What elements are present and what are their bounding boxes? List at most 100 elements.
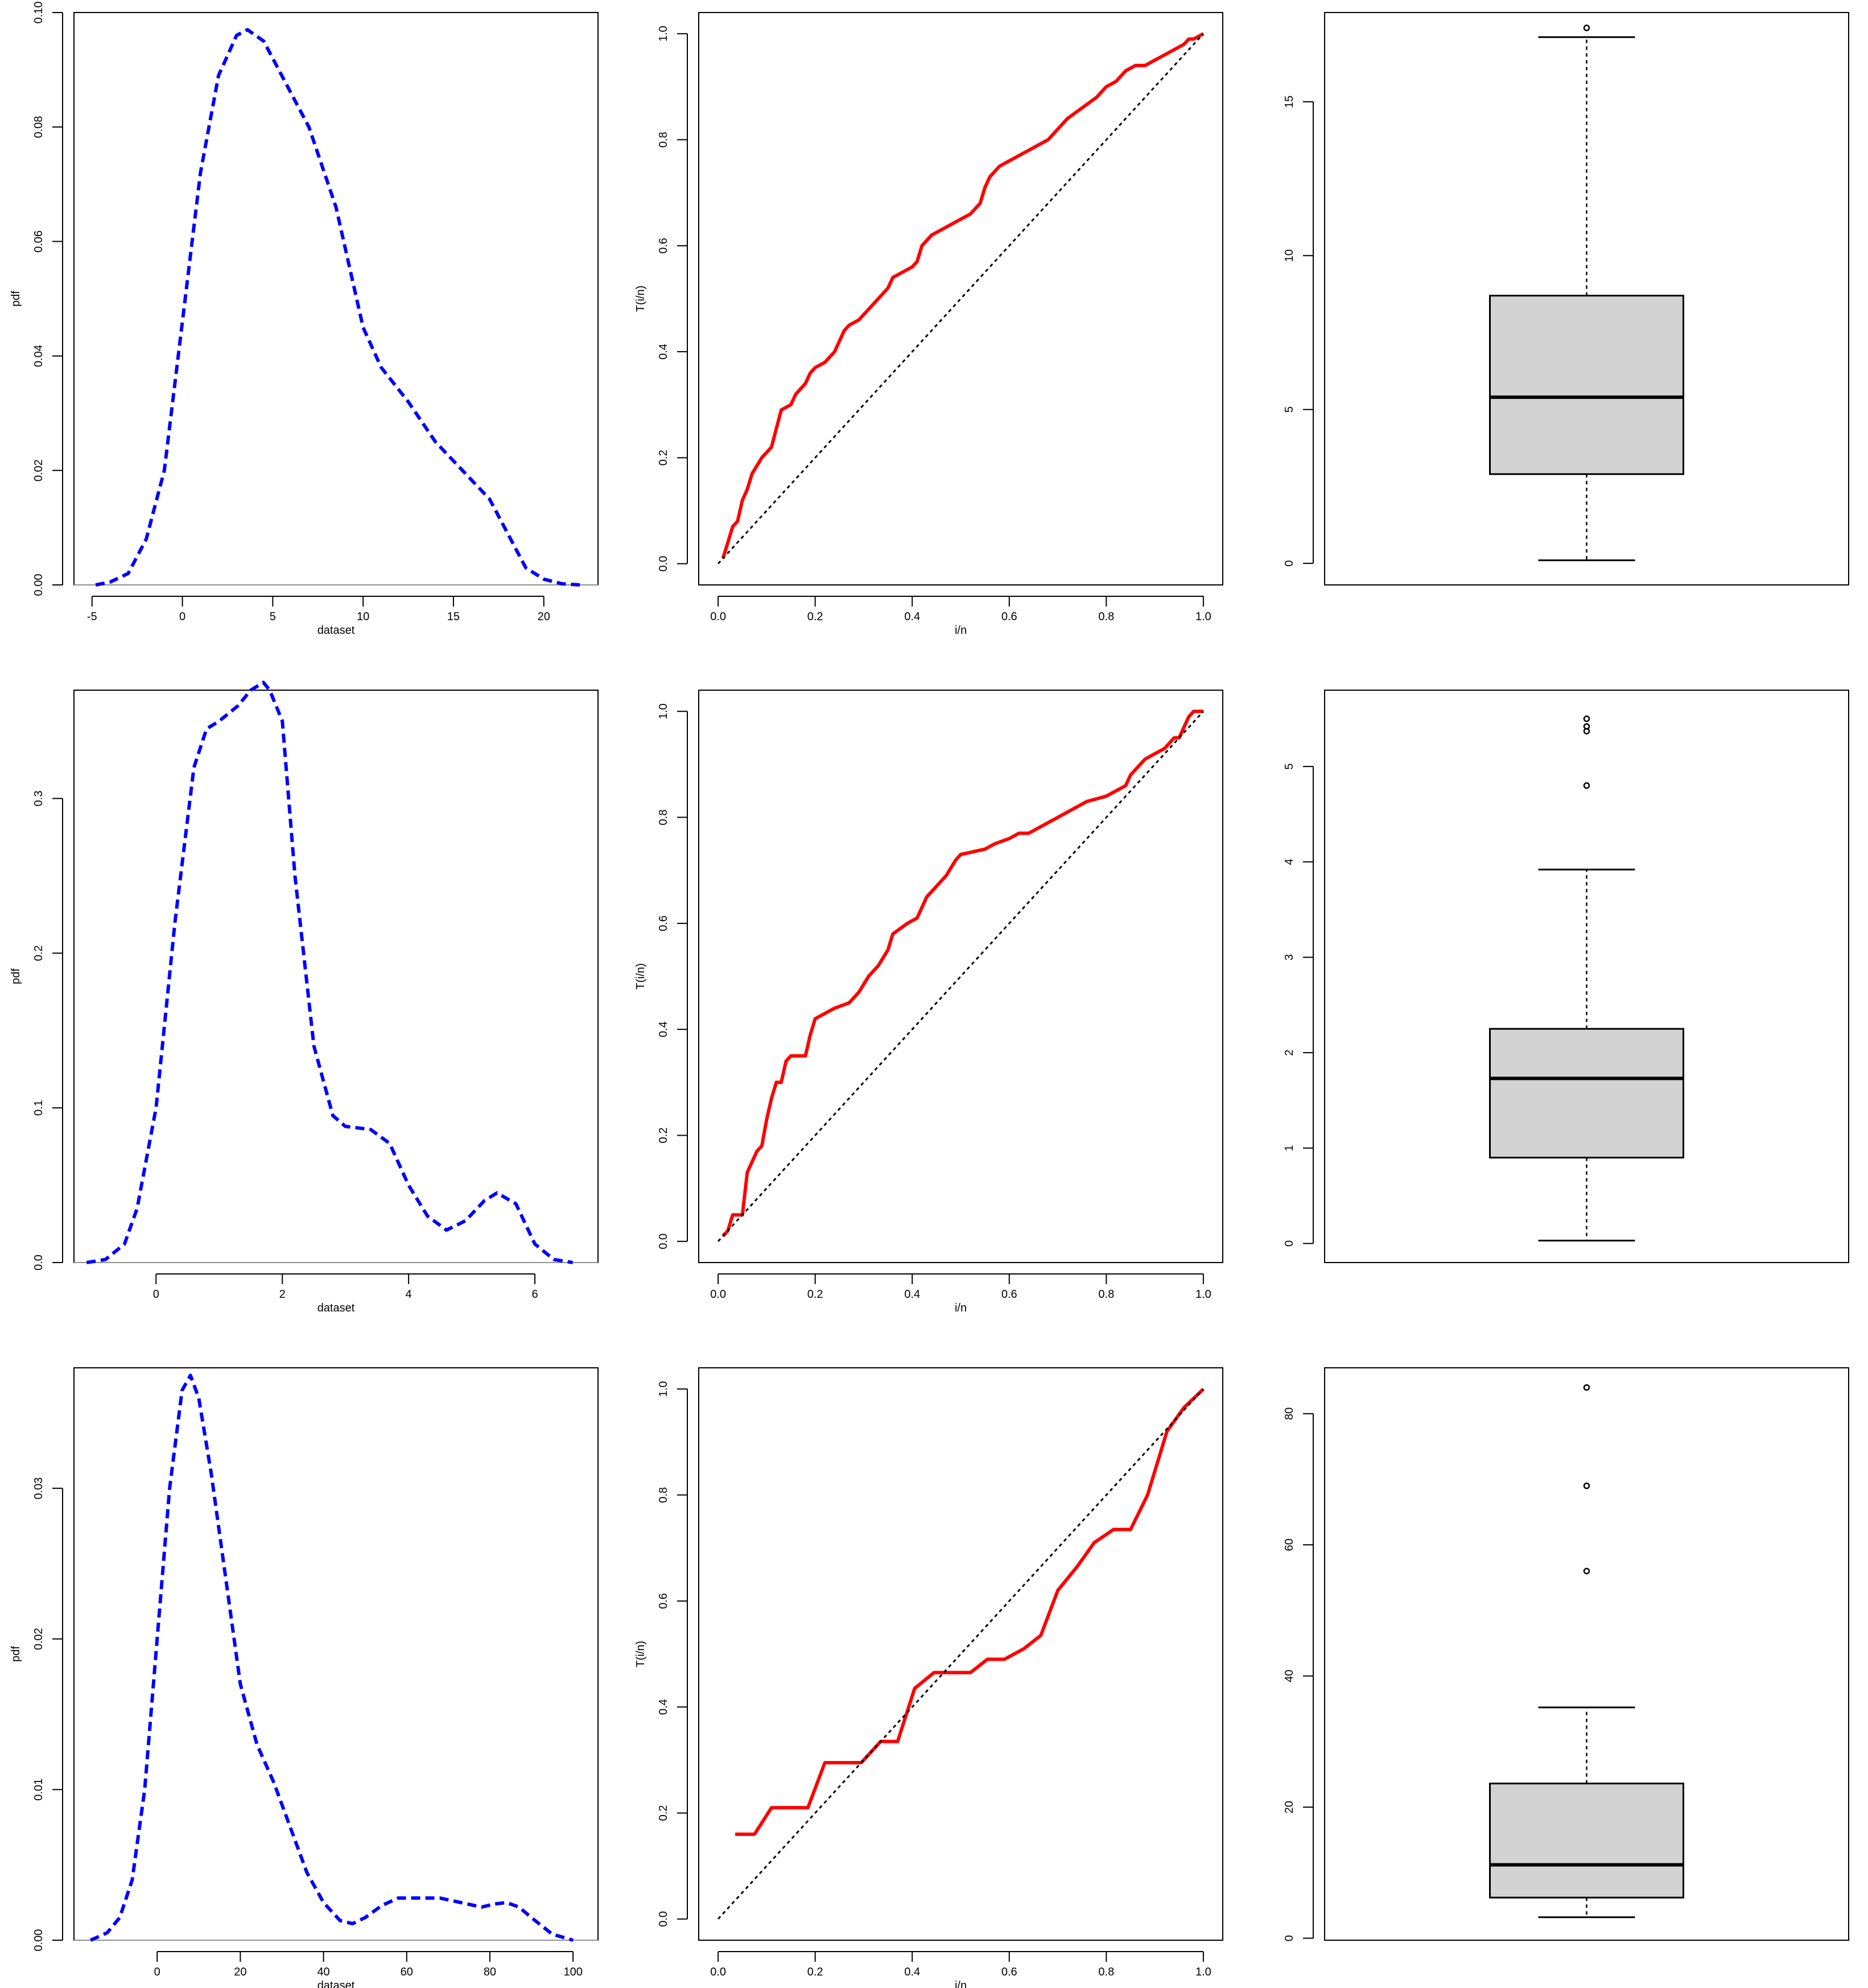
plot-frame	[1324, 12, 1849, 585]
x-tick-label: 15	[447, 611, 460, 623]
x-tick-label: 60	[401, 1966, 413, 1978]
outlier-point	[1583, 782, 1590, 789]
x-tick-label: -5	[87, 611, 97, 623]
plot-frame	[698, 12, 1223, 585]
diagonal-reference-line	[717, 1388, 1205, 1920]
y-tick-label: 1	[1283, 1145, 1296, 1151]
plot-5: 0.0 0.2 0.4 0.6 0.8 1.0 T(i/n) 0.0 0.2 0.4 0.6 0.8 1…	[634, 690, 1223, 1314]
density-curve	[95, 28, 580, 587]
y-tick-label: 0.0	[657, 1911, 670, 1927]
box-iqr	[1489, 1783, 1684, 1899]
y-tick-label: 15	[1283, 96, 1296, 108]
y-tick-label: 0.03	[32, 1477, 45, 1499]
x-tick-label: 1.0	[1195, 611, 1211, 623]
x-tick-label: 0.2	[807, 611, 823, 623]
x-tick-label: 0.4	[904, 1288, 920, 1301]
x-tick-label: 0.8	[1098, 611, 1114, 623]
box-iqr	[1489, 1028, 1684, 1159]
x-tick-label: 5	[270, 611, 276, 623]
x-axis-label: i/n	[955, 1979, 967, 1988]
y-tick-label: 0	[1283, 1935, 1296, 1941]
y-tick-label: 0	[1283, 1240, 1296, 1247]
y-tick-label: 0.08	[32, 116, 45, 138]
ttt-curve	[735, 1388, 1205, 1836]
density-curve	[86, 680, 574, 1264]
plot-frame	[1324, 690, 1849, 1263]
y-tick-label: 1.0	[657, 1381, 670, 1397]
y-tick-label: 60	[1283, 1539, 1296, 1551]
y-tick-label: 1.0	[657, 703, 670, 719]
y-tick-label: 0.2	[657, 450, 670, 466]
y-tick-label: 0.2	[32, 945, 45, 961]
x-tick-label: 100	[563, 1966, 582, 1978]
plot-frame	[73, 12, 599, 585]
x-tick-label: 6	[531, 1288, 538, 1301]
y-tick-label: 0.4	[657, 344, 670, 360]
x-tick-label: 1.0	[1195, 1966, 1211, 1978]
ttt-curve	[721, 710, 1203, 1238]
y-tick-label: 0.6	[657, 238, 670, 254]
y-tick-label: 0.4	[657, 1021, 670, 1037]
y-tick-label: 5	[1283, 406, 1296, 413]
y-tick-label: 10	[1283, 249, 1296, 262]
x-tick-label: 0.0	[710, 611, 726, 623]
x-tick-label: 0.4	[904, 611, 920, 623]
x-tick-label: 0	[154, 1966, 160, 1978]
y-tick-label: 2	[1283, 1050, 1296, 1056]
y-tick-label: 0.8	[657, 1487, 670, 1503]
y-tick-label: 5	[1283, 764, 1296, 770]
x-tick-label: 0.4	[904, 1966, 920, 1978]
y-tick-label: 4	[1283, 859, 1296, 865]
y-axis-label: pdf	[10, 291, 22, 307]
y-tick-label: 20	[1283, 1801, 1296, 1813]
y-tick-label: 0.02	[32, 459, 45, 481]
x-tick-label: 0.6	[1001, 611, 1017, 623]
x-tick-label: 20	[538, 611, 550, 623]
y-tick-label: 0.06	[32, 230, 45, 253]
x-axis-label: dataset	[317, 624, 355, 637]
x-axis-label: i/n	[955, 1302, 967, 1314]
y-tick-label: 0.00	[32, 1929, 45, 1952]
x-axis-label: dataset	[317, 1302, 355, 1314]
y-tick-label: 0.02	[32, 1628, 45, 1650]
y-tick-label: 0	[1283, 560, 1296, 567]
x-tick-label: 0.2	[807, 1288, 823, 1301]
box-iqr	[1489, 295, 1684, 475]
y-tick-label: 0.01	[32, 1779, 45, 1801]
y-tick-label: 0.0	[657, 1234, 670, 1249]
y-tick-label: 0.3	[32, 790, 45, 806]
plot-frame	[73, 1367, 599, 1941]
y-tick-label: 0.10	[32, 2, 45, 24]
y-tick-label: 0.8	[657, 810, 670, 826]
x-tick-label: 40	[317, 1966, 329, 1978]
y-tick-label: 1.0	[657, 26, 670, 42]
outlier-point	[1583, 723, 1590, 730]
x-tick-label: 0.6	[1001, 1966, 1017, 1978]
plot-frame	[1324, 1367, 1849, 1941]
y-tick-label: 0.6	[657, 915, 670, 931]
x-tick-label: 1.0	[1195, 1288, 1211, 1301]
y-tick-label: 0.2	[657, 1128, 670, 1144]
y-tick-label: 0.00	[32, 574, 45, 596]
y-axis-label: pdf	[10, 1646, 22, 1662]
y-axis-label: T(i/n)	[634, 1641, 647, 1668]
x-axis-label: i/n	[955, 624, 967, 637]
outlier-point	[1583, 1384, 1590, 1391]
plot-2: 0.0 0.2 0.4 0.6 0.8 1.0 T(i/n) 0.0 0.2 0.4 0.6 0.8 1…	[634, 12, 1223, 637]
y-tick-label: 0.6	[657, 1593, 670, 1609]
plot-frame	[73, 690, 599, 1263]
x-tick-label: 20	[234, 1966, 246, 1978]
plot-6: 0 1 2 3 4 5	[1283, 690, 1849, 1263]
x-tick-label: 80	[484, 1966, 496, 1978]
plot-9: 0 20 40 60 80	[1283, 1367, 1849, 1941]
x-tick-label: 10	[357, 611, 369, 623]
y-tick-label: 0.4	[657, 1699, 670, 1715]
y-tick-label: 0.2	[657, 1805, 670, 1821]
x-axis-label: dataset	[317, 1979, 355, 1988]
y-tick-label: 3	[1283, 954, 1296, 960]
outlier-point	[1583, 1482, 1590, 1490]
plot-1: 0.00 0.02 0.04 0.06 0.08 0.10 pdf -5 0 5 10 15 20 dat…	[10, 2, 599, 637]
y-axis-label: T(i/n)	[634, 963, 647, 990]
diagonal-reference-line	[717, 711, 1205, 1242]
outlier-point	[1583, 24, 1590, 31]
